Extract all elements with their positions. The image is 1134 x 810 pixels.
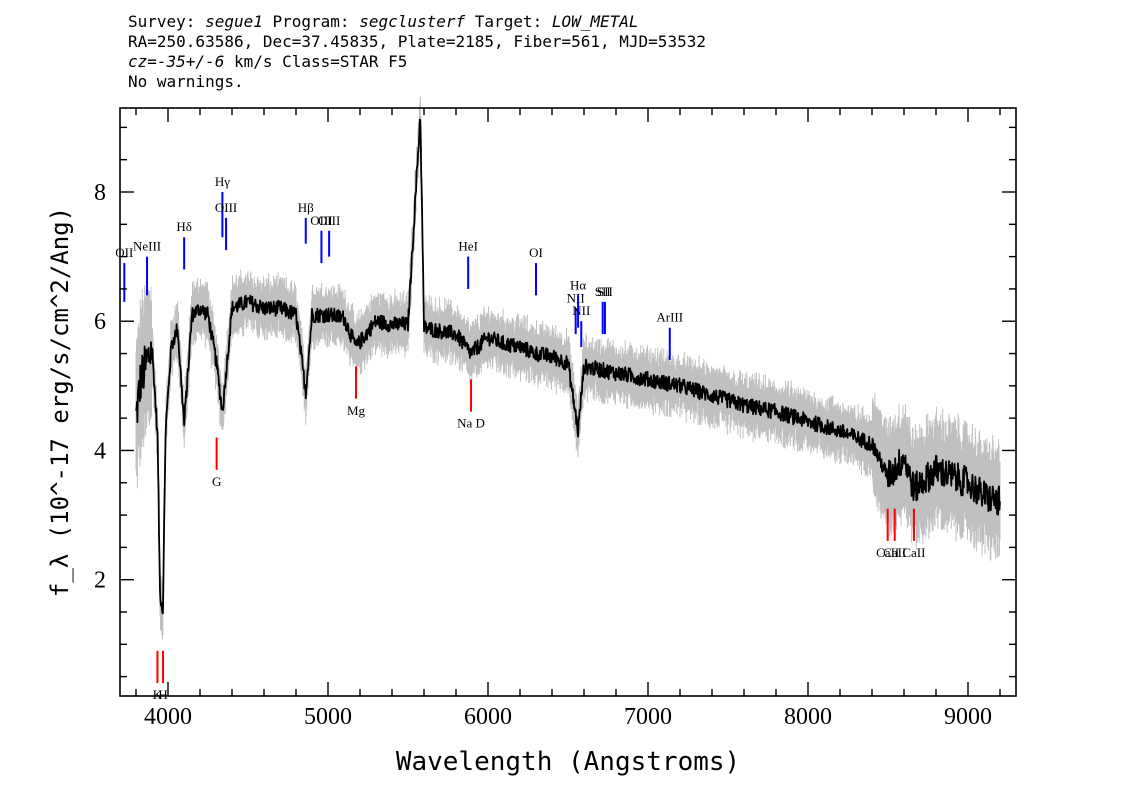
spectrum-header: Survey: segue1 Program: segclusterf Targ…	[128, 12, 706, 92]
error-band	[135, 96, 1001, 640]
target-label: Target:	[465, 12, 552, 31]
program-value: segclusterf	[359, 12, 466, 31]
header-line-3: cz=-35+/-6 km/s Class=STAR F5	[128, 52, 706, 72]
emission-line-label: SII	[595, 284, 611, 299]
axis-ticks: 4000 5000 6000 7000 8000 9000 2 4 6 8	[94, 108, 1016, 730]
emission-line-label: OI	[529, 245, 543, 260]
absorption-line-label: Mg	[347, 403, 366, 418]
emission-line-label: Hβ	[298, 200, 314, 215]
emission-line-label: Hα	[570, 277, 586, 292]
emission-line-label: OIII	[310, 213, 332, 228]
plot-frame	[119, 107, 1017, 697]
header-line-2: RA=250.63586, Dec=37.45835, Plate=2185, …	[128, 32, 706, 51]
redshift-value: cz=-35+/-6	[128, 52, 225, 71]
absorption-line-label: CaII	[876, 545, 899, 560]
x-axis-label: Wavelength (Angstroms)	[396, 747, 740, 777]
emission-line-label: Hδ	[176, 219, 192, 234]
emission-line-label: NII	[572, 303, 590, 318]
absorption-line-label: K	[153, 687, 163, 702]
emission-line-label: Hγ	[215, 174, 230, 189]
survey-value: segue1	[205, 12, 263, 31]
absorption-line-label: CaII	[902, 545, 925, 560]
target-value: LOW_METAL	[551, 12, 639, 31]
absorption-line-label: G	[212, 474, 221, 489]
x-tick-label: 8000	[784, 704, 832, 730]
flux-layer	[135, 118, 1001, 615]
x-tick-label: 4000	[144, 704, 192, 730]
x-tick-label: 5000	[304, 704, 352, 730]
emission-line-label: HeI	[458, 239, 478, 254]
header-line-4: No warnings.	[128, 72, 244, 91]
x-tick-label: 9000	[944, 704, 992, 730]
y-tick-label: 2	[94, 568, 106, 594]
emission-line-label: SII	[597, 284, 613, 299]
x-tick-label: 6000	[464, 704, 512, 730]
error-band-layer	[135, 96, 1001, 640]
absorption-line-label: H	[158, 687, 167, 702]
emission-line-label: OII	[115, 245, 133, 260]
flux-series-line	[135, 118, 1001, 615]
y-tick-label: 6	[94, 309, 106, 335]
class-info: km/s Class=STAR F5	[224, 52, 408, 71]
emission-line-label: OIII	[215, 200, 237, 215]
y-tick-label: 8	[94, 180, 106, 206]
emission-line-label: NII	[567, 290, 585, 305]
program-label: Program:	[262, 12, 360, 31]
emission-line-label: NeIII	[133, 239, 161, 254]
absorption-line-label: Na D	[457, 416, 485, 431]
survey-label: Survey:	[128, 12, 206, 31]
emission-line-label: OIII	[318, 213, 340, 228]
x-tick-label: 7000	[624, 704, 672, 730]
y-axis-label: f_λ (10^-17 erg/s/cm^2/Ang)	[46, 207, 74, 597]
emission-line-label: ArIII	[656, 310, 683, 325]
y-tick-label: 4	[94, 438, 106, 464]
absorption-line-label: CaII	[883, 545, 906, 560]
header-line-1: Survey: segue1 Program: segclusterf Targ…	[128, 12, 706, 32]
